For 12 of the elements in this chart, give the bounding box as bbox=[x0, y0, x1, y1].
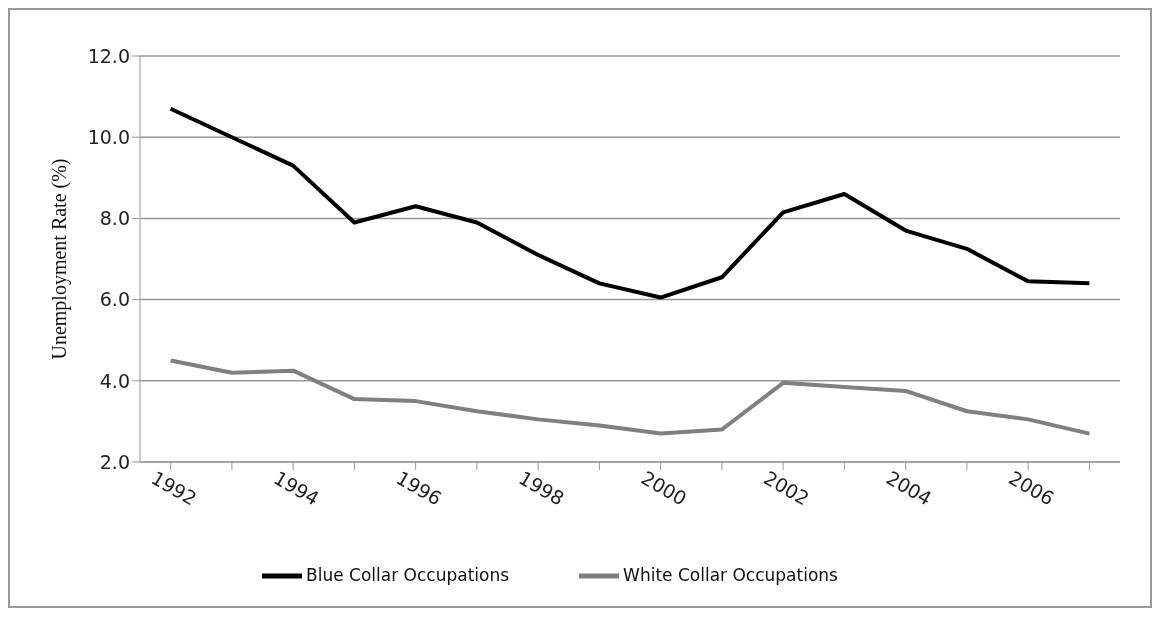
legend-label: Blue Collar Occupations bbox=[306, 565, 510, 585]
y-tick-label: 8.0 bbox=[99, 207, 130, 230]
y-axis-title: Unemployment Rate (%) bbox=[48, 158, 72, 360]
y-tick-label: 10.0 bbox=[87, 125, 130, 148]
y-tick-label: 2.0 bbox=[99, 450, 130, 473]
line-series bbox=[168, 358, 1092, 436]
y-tick-label: 6.0 bbox=[99, 288, 130, 311]
y-tick-label: 12.0 bbox=[87, 44, 130, 67]
line-series bbox=[168, 106, 1092, 300]
x-tick-label: 1996 bbox=[392, 466, 446, 510]
legend-label: White Collar Occupations bbox=[623, 565, 838, 585]
y-tick-label: 4.0 bbox=[99, 369, 130, 392]
